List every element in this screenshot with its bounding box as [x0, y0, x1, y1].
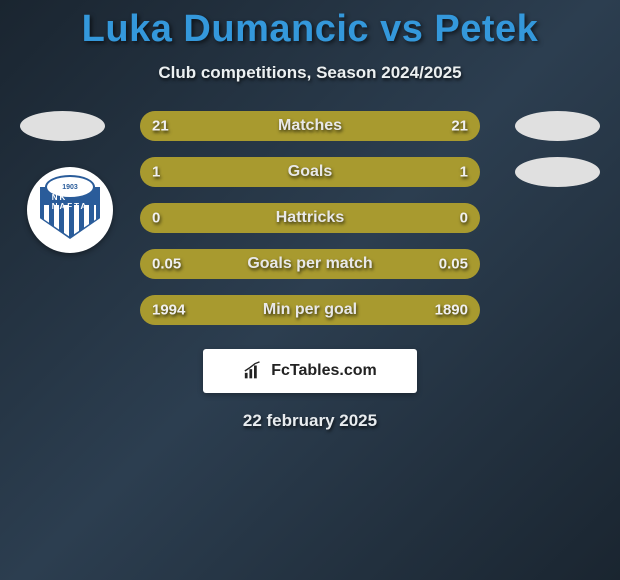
stat-row: 1 Goals 1 [140, 157, 480, 187]
player-left-avatar [20, 111, 105, 141]
stat-value-left: 1 [152, 164, 160, 181]
stat-value-left: 21 [152, 118, 169, 135]
stat-value-left: 0.05 [152, 256, 181, 273]
stat-value-right: 0.05 [439, 256, 468, 273]
stat-bar-left [140, 157, 310, 187]
chart-icon [243, 361, 265, 381]
stat-row: 0 Hattricks 0 [140, 203, 480, 233]
stat-value-right: 1890 [435, 302, 468, 319]
stat-value-right: 0 [460, 210, 468, 227]
page-title: Luka Dumancic vs Petek [0, 0, 620, 51]
stat-label: Min per goal [263, 301, 357, 319]
stat-label: Matches [278, 117, 342, 135]
page-subtitle: Club competitions, Season 2024/2025 [0, 63, 620, 83]
stat-row: 1994 Min per goal 1890 [140, 295, 480, 325]
stat-row: 0.05 Goals per match 0.05 [140, 249, 480, 279]
stat-value-right: 1 [460, 164, 468, 181]
team-left-logo: 1903 NK NAFTA [27, 167, 113, 253]
team-right-avatar [515, 157, 600, 187]
brand-text: FcTables.com [271, 362, 377, 380]
stat-label: Goals per match [247, 255, 372, 273]
stat-row: 21 Matches 21 [140, 111, 480, 141]
stat-value-left: 1994 [152, 302, 185, 319]
stat-value-right: 21 [451, 118, 468, 135]
comparison-content: 1903 NK NAFTA 21 Matches 21 1 Goals 1 [0, 111, 620, 431]
brand-badge[interactable]: FcTables.com [203, 349, 417, 393]
stat-label: Hattricks [276, 209, 344, 227]
stat-value-left: 0 [152, 210, 160, 227]
stat-label: Goals [288, 163, 332, 181]
stat-bar-right [310, 157, 480, 187]
player-right-avatar [515, 111, 600, 141]
date-text: 22 february 2025 [0, 411, 620, 431]
shield-label: NK NAFTA [52, 193, 89, 211]
